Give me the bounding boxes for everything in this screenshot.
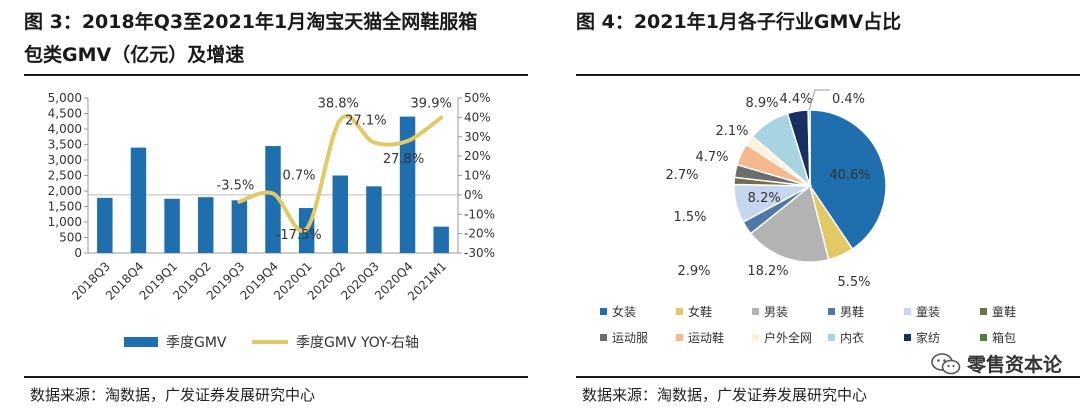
right-tick-label: 30% [464, 130, 491, 144]
pie-legend-swatch [980, 308, 987, 315]
gmv-bar [332, 175, 349, 253]
yoy-line [237, 114, 444, 233]
right-tick-label: 40% [464, 110, 491, 124]
left-source: 数据来源：淘数据，广发证券发展研究中心 [30, 386, 316, 404]
yoy-data-label: 0.7% [282, 169, 315, 184]
pie-legend-swatch [752, 308, 759, 315]
watermark: 零售资本论 [931, 350, 1062, 377]
right-title-rule [576, 74, 1080, 76]
yoy-data-label: 27.1% [345, 113, 386, 128]
category-pie-chart: 40.6% 5.5% 18.2% 2.9% 8.2% 1.5% 2.7% 4.7% 2.1% 8.… [600, 89, 1016, 345]
pie-legend-swatch [676, 334, 683, 341]
legend-swatch-bar [124, 337, 158, 347]
right-tick-label: 10% [464, 169, 491, 183]
left-title-line2: 包类GMV（亿元）及增速 [24, 44, 245, 66]
pie-legend-swatch [828, 308, 835, 315]
right-title-line1: 图 4：2021年1月各子行业GMV占比 [576, 11, 902, 33]
gmv-bar [433, 226, 449, 253]
left-tick-label: 0 [74, 246, 82, 260]
pie-value-label: 4.4% [779, 92, 812, 107]
pie-legend-label: 女鞋 [688, 304, 712, 319]
pie-value-label: 40.6% [829, 168, 870, 183]
pie-legend-swatch [676, 308, 683, 315]
right-tick-label: 50% [464, 91, 491, 105]
gmv-bar [231, 200, 248, 253]
left-tick-label: 4,000 [48, 122, 82, 136]
yoy-data-label: 27.8% [383, 152, 424, 167]
left-tick-label: 1,500 [48, 200, 82, 214]
pie-legend-label: 童装 [916, 304, 940, 319]
pie-legend-swatch [904, 334, 911, 341]
right-tick-label: -30% [464, 246, 495, 260]
pie-legend-label: 运动鞋 [688, 330, 724, 345]
gmv-bar [366, 186, 382, 253]
left-tick-label: 1,000 [48, 215, 82, 229]
right-tick-label: -20% [464, 227, 495, 241]
pie-legend-label: 童鞋 [992, 304, 1016, 319]
pie-value-label: 2.7% [665, 168, 698, 183]
pie-legend-label: 女装 [612, 304, 636, 319]
pie-value-label: 2.1% [715, 124, 748, 139]
pie-value-label: 0.4% [832, 92, 865, 107]
pie-legend-swatch [752, 334, 759, 341]
pie-value-label: 8.2% [748, 191, 781, 206]
pie-legend-swatch [828, 334, 835, 341]
legend-label-bar: 季度GMV [166, 335, 227, 351]
right-tick-label: 20% [464, 149, 491, 163]
pie-value-label: 2.9% [677, 264, 710, 279]
gmv-bar [399, 116, 416, 253]
pie-legend-label: 家纺 [916, 330, 940, 345]
gmv-bar [265, 146, 281, 253]
left-tick-label: 3,000 [48, 153, 82, 167]
right-panel: 图 4：2021年1月各子行业GMV占比 40.6% 5.5% 18.2% 2.9% 8… [552, 0, 1080, 413]
wechat-icon [931, 352, 961, 374]
pie-slice [807, 109, 811, 187]
yoy-data-label: 39.9% [411, 97, 452, 112]
pie-legend-swatch [600, 334, 607, 341]
left-tick-label: 500 [59, 231, 82, 245]
pie-leader-line [808, 89, 830, 111]
left-title-line1: 图 3：2018年Q3至2021年1月淘宝天猫全网鞋服箱 [24, 11, 478, 33]
gmv-bar [130, 147, 147, 253]
pie-value-label: 18.2% [747, 264, 788, 279]
right-figure-title: 图 4：2021年1月各子行业GMV占比 [576, 6, 901, 39]
left-tick-label: 2,000 [48, 184, 82, 198]
pie-legend-swatch [600, 308, 607, 315]
gmv-bar [164, 198, 180, 253]
pie-slice [809, 109, 887, 251]
pie-legend-label: 男装 [764, 305, 788, 319]
left-tick-label: 3,500 [48, 138, 82, 152]
right-tick-label: 0% [464, 188, 483, 202]
pie-legend-label: 内衣 [840, 330, 864, 345]
left-source-rule [24, 376, 528, 378]
yoy-data-label: 38.8% [318, 97, 359, 112]
pie-slice [749, 184, 830, 263]
pie-value-label: 4.7% [695, 150, 728, 165]
pie-legend-label: 运动服 [612, 331, 648, 345]
gmv-bar [197, 197, 214, 253]
pie-value-label: 8.9% [745, 96, 778, 111]
left-tick-label: 5,000 [48, 91, 82, 105]
pie-legend-label: 户外全网 [764, 330, 812, 345]
watermark-text: 零售资本论 [966, 354, 1062, 376]
left-tick-label: 2,500 [48, 169, 82, 183]
yoy-data-label: -17.5% [276, 228, 322, 243]
pie-legend-label: 箱包 [992, 330, 1016, 345]
gmv-bar-line-chart: 05001,0001,5002,0002,5003,0003,5004,0004… [48, 91, 495, 351]
yoy-data-label: -3.5% [217, 179, 255, 194]
left-figure-title: 图 3：2018年Q3至2021年1月淘宝天猫全网鞋服箱 包类GMV（亿元）及增… [24, 6, 477, 72]
right-tick-label: -10% [464, 207, 495, 221]
pie-legend-swatch [904, 308, 911, 315]
left-title-rule [24, 74, 528, 76]
pie-value-label: 1.5% [673, 210, 706, 225]
gmv-bar [97, 197, 113, 253]
pie-value-label: 5.5% [837, 275, 870, 290]
left-tick-label: 4,500 [48, 107, 82, 121]
legend-label-line: 季度GMV YOY-右轴 [296, 335, 419, 351]
pie-legend-label: 男鞋 [840, 304, 864, 319]
right-source-rule [576, 376, 1080, 378]
pie-legend-swatch [980, 334, 987, 341]
left-panel: 图 3：2018年Q3至2021年1月淘宝天猫全网鞋服箱 包类GMV（亿元）及增… [0, 0, 528, 413]
right-source: 数据来源：淘数据，广发证券发展研究中心 [582, 386, 868, 404]
